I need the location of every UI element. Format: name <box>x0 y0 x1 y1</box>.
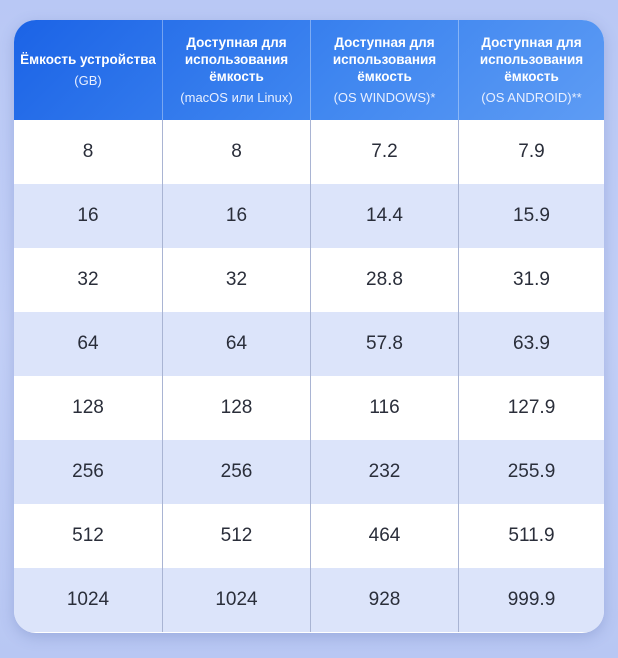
header-subtitle: (macOS или Linux) <box>180 90 293 105</box>
header-title: Ёмкость устройства <box>20 52 156 67</box>
table-cell: 7.2 <box>310 120 458 184</box>
header-subtitle: (OS WINDOWS)* <box>333 90 436 105</box>
table-cell: 7.9 <box>458 120 604 184</box>
table-cell: 1024 <box>66 589 110 610</box>
header-title: Доступная для использования ёмкость <box>184 35 289 84</box>
table-cell: 8 <box>82 141 94 162</box>
table-cell: 116 <box>310 376 458 440</box>
table-row: 32 32 28.8 31.9 <box>14 248 604 312</box>
table-cell: 256 <box>162 440 310 504</box>
table-cell: 32 <box>162 248 310 312</box>
header-title: Доступная для использования ёмкость <box>479 35 584 84</box>
table-cell: 1024 <box>162 568 310 632</box>
table-cell: 16 <box>77 205 99 226</box>
table-cell: 64 <box>162 312 310 376</box>
header-cell-android: Доступная для использования ёмкость (OS … <box>458 20 604 120</box>
table-cell: 511.9 <box>458 504 604 568</box>
table-row: 512 512 464 511.9 <box>14 504 604 568</box>
table-row: 256 256 232 255.9 <box>14 440 604 504</box>
table-cell: 512 <box>72 525 104 546</box>
header-cell-macos-linux: Доступная для использования ёмкость (mac… <box>162 20 310 120</box>
header-cell-windows: Доступная для использования ёмкость (OS … <box>310 20 458 120</box>
table-cell: 15.9 <box>458 184 604 248</box>
header-subtitle: (OS ANDROID)** <box>481 90 582 105</box>
table-cell: 256 <box>72 461 104 482</box>
table-row: 128 128 116 127.9 <box>14 376 604 440</box>
table-cell: 63.9 <box>458 312 604 376</box>
capacity-table: Ёмкость устройства (GB) Доступная для ис… <box>14 20 604 633</box>
table-cell: 31.9 <box>458 248 604 312</box>
table-cell: 16 <box>162 184 310 248</box>
table-cell: 128 <box>72 397 104 418</box>
table-header: Ёмкость устройства (GB) Доступная для ис… <box>14 20 604 120</box>
table-cell: 32 <box>77 269 99 290</box>
table-row: 64 64 57.8 63.9 <box>14 312 604 376</box>
table-body: 8 8 7.2 7.9 16 16 14.4 15.9 32 32 28.8 3… <box>14 120 604 632</box>
table-cell: 512 <box>162 504 310 568</box>
table-cell: 28.8 <box>310 248 458 312</box>
table-cell: 128 <box>162 376 310 440</box>
table-cell: 57.8 <box>310 312 458 376</box>
table-cell: 232 <box>310 440 458 504</box>
table-cell: 8 <box>162 120 310 184</box>
table-cell: 127.9 <box>458 376 604 440</box>
table-cell: 928 <box>310 568 458 632</box>
table-cell: 999.9 <box>458 568 604 632</box>
header-title: Доступная для использования ёмкость <box>332 35 437 84</box>
table-cell: 464 <box>310 504 458 568</box>
table-cell: 14.4 <box>310 184 458 248</box>
table-cell: 255.9 <box>458 440 604 504</box>
table-cell: 64 <box>77 333 99 354</box>
header-subtitle: (GB) <box>74 73 102 88</box>
table-row: 8 8 7.2 7.9 <box>14 120 604 184</box>
header-cell-device-capacity: Ёмкость устройства (GB) <box>14 20 162 120</box>
table-row: 16 16 14.4 15.9 <box>14 184 604 248</box>
table-row: 1024 1024 928 999.9 <box>14 568 604 632</box>
